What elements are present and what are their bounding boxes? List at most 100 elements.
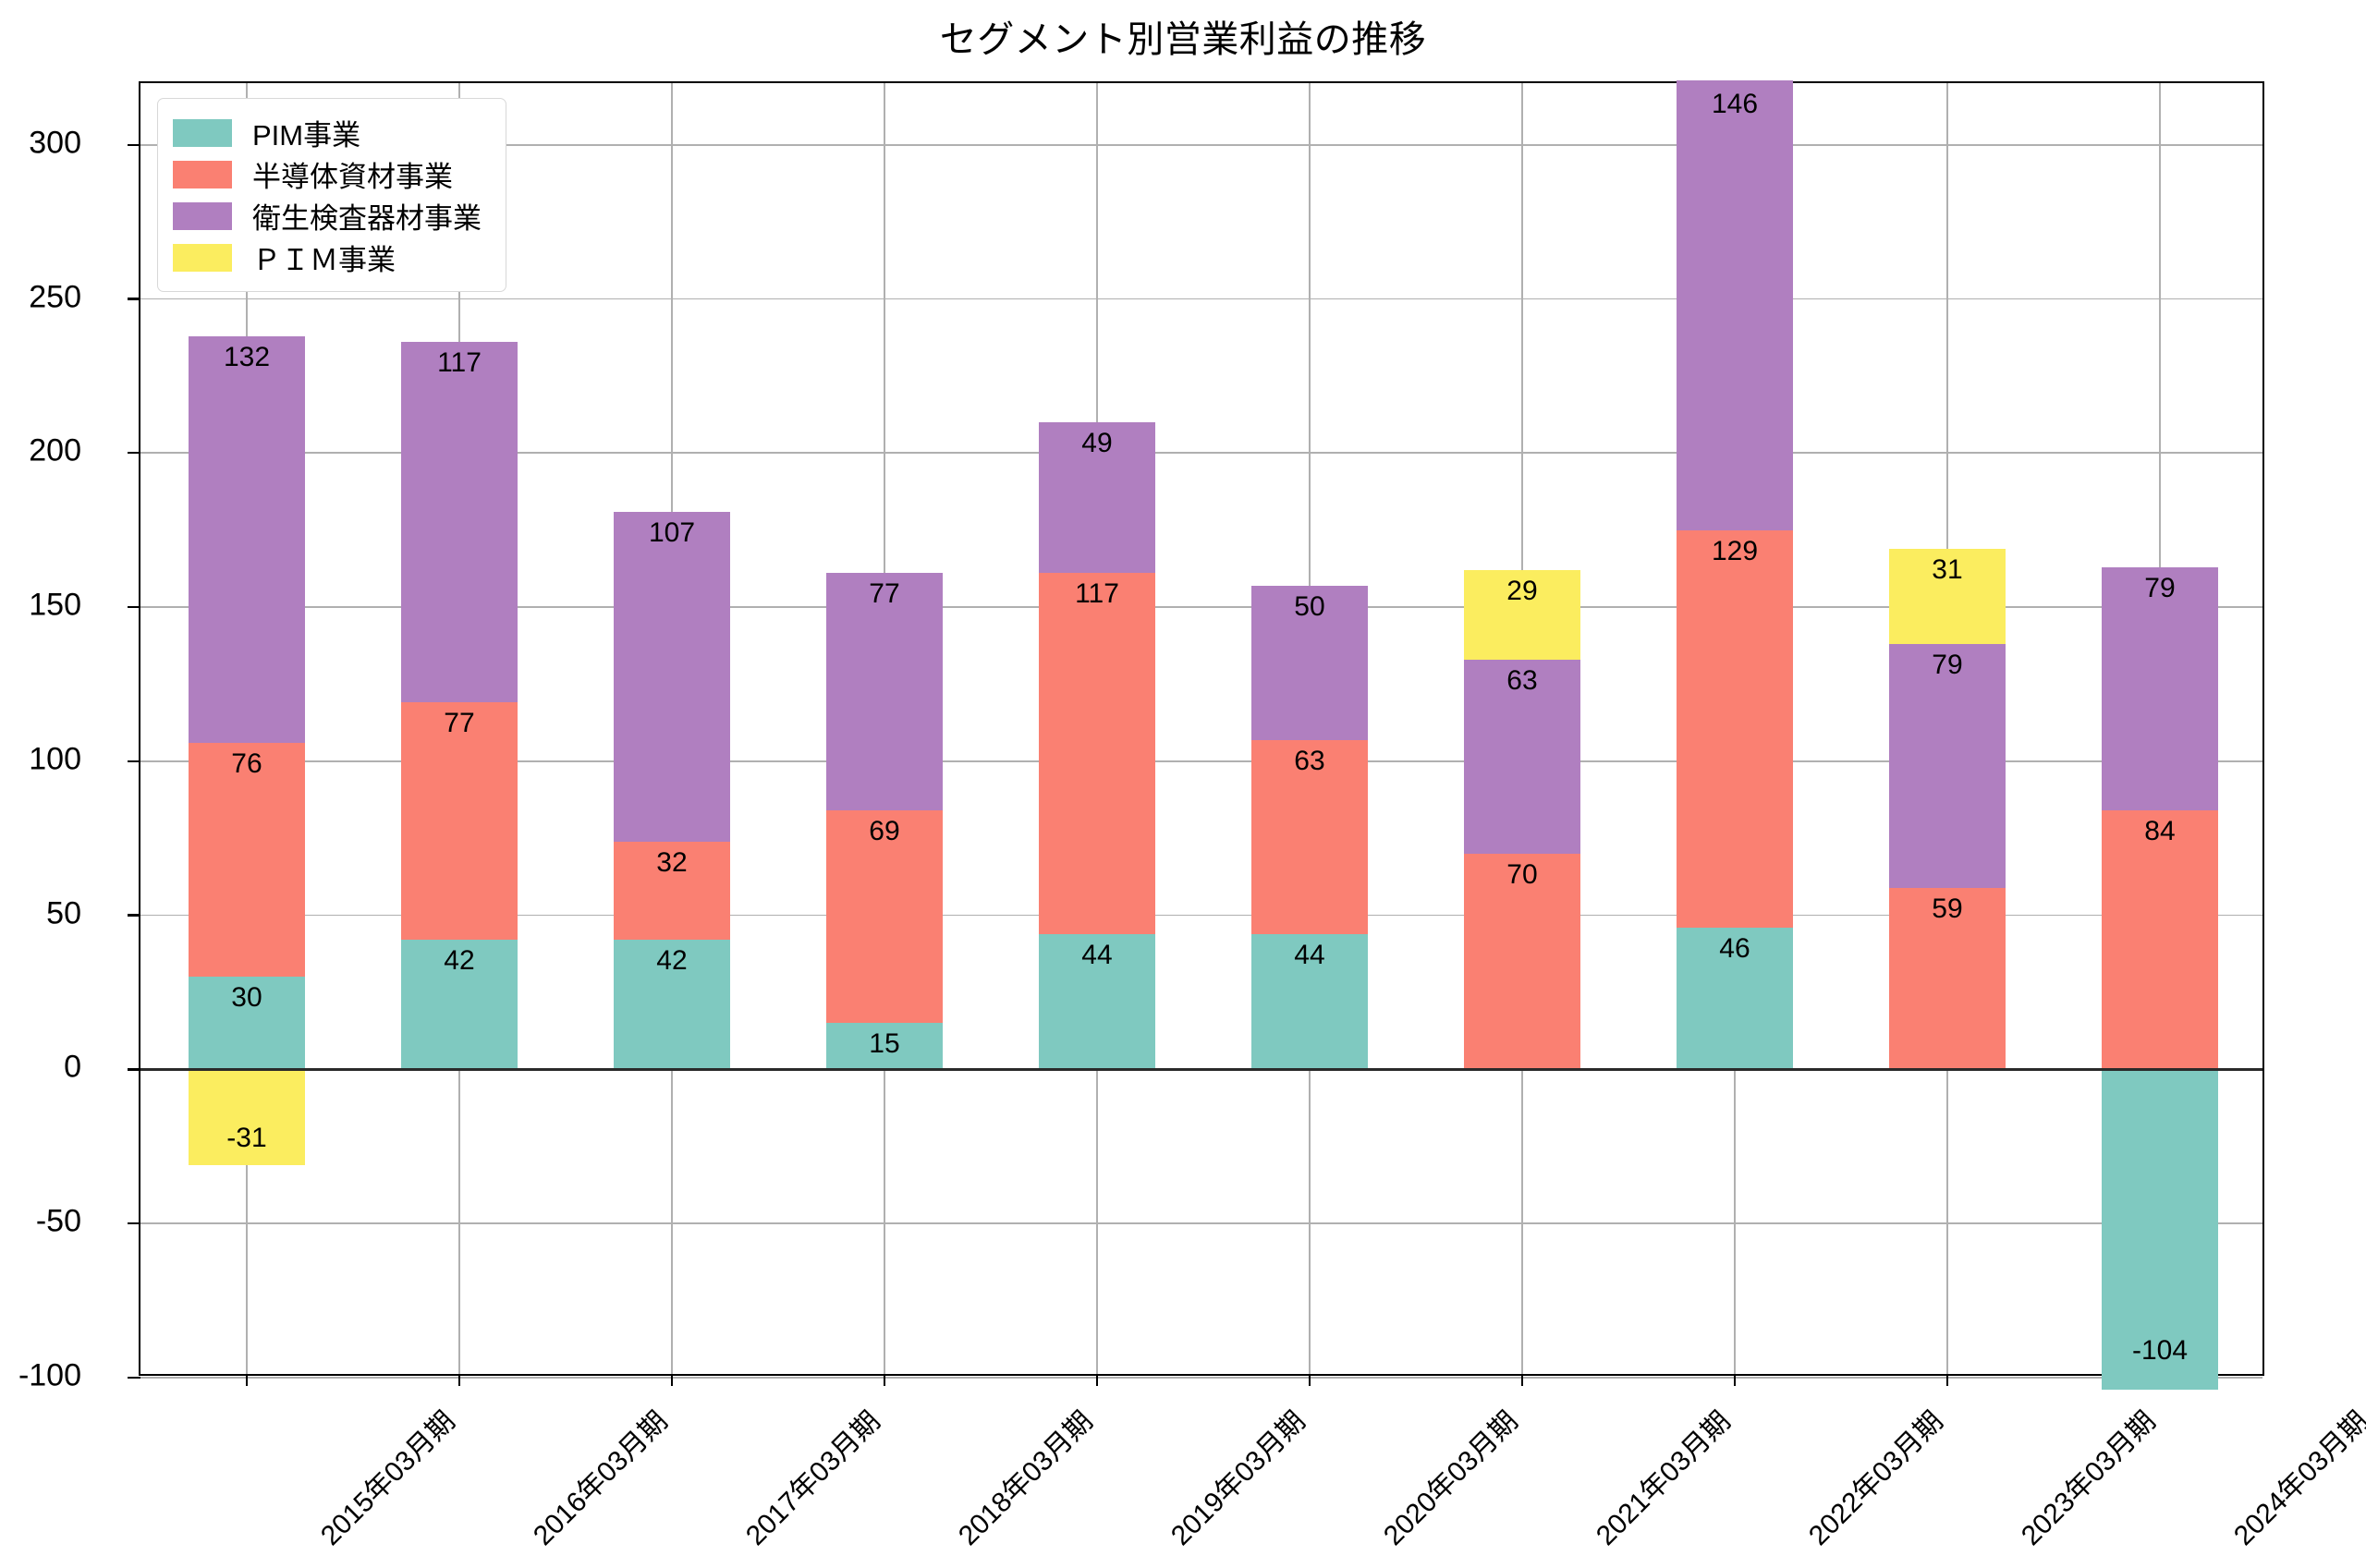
x-tick-label: 2024年03月期 [2228, 1405, 2366, 1552]
x-tick-label: 2023年03月期 [2016, 1405, 2162, 1552]
y-tick-mark [128, 1068, 140, 1071]
bar-segment[interactable] [2102, 810, 2218, 1070]
gridline-horizontal [140, 1377, 2262, 1379]
bar-segment[interactable] [401, 342, 518, 703]
bar-group[interactable]: 59 79 31 [1889, 83, 2006, 1374]
gridline-horizontal [140, 298, 2262, 300]
bar-group[interactable]: -104 84 79 [2102, 83, 2218, 1391]
bar-segment[interactable] [189, 977, 305, 1070]
plot-area: 30 76 132 -31 42 77 117 42 32 107 15 69 77 44 117 49 44 6… [128, 79, 2264, 1391]
x-tick-label: 2017年03月期 [740, 1405, 886, 1552]
bar-segment[interactable] [1889, 887, 2006, 1070]
bar-group[interactable]: 70 63 29 [1464, 83, 1580, 1374]
bar-segment[interactable] [1251, 933, 1368, 1070]
y-tick-label: 100 [29, 741, 81, 777]
gridline-horizontal [140, 914, 2262, 917]
chart-title: セグメント別営業利益の推移 [939, 19, 1427, 60]
bar-segment[interactable] [1889, 644, 2006, 888]
x-tick-label: 2021年03月期 [1591, 1405, 1737, 1552]
bar-segment[interactable] [189, 742, 305, 978]
x-tick-mark [670, 1374, 674, 1386]
bar-segment[interactable] [1039, 573, 1155, 934]
bar-segment[interactable] [614, 511, 730, 842]
y-tick-mark [128, 1222, 140, 1225]
bar-group[interactable]: 42 77 117 [401, 83, 518, 1374]
x-tick-mark [1945, 1374, 1949, 1386]
bar-group[interactable]: 42 32 107 [614, 83, 730, 1374]
bar-segment[interactable] [826, 1023, 943, 1070]
x-tick-label: 2019年03月期 [1165, 1405, 1311, 1552]
x-tick-mark [883, 1374, 886, 1386]
bar-segment[interactable] [1251, 739, 1368, 934]
bar-segment[interactable] [2102, 566, 2218, 811]
legend-color-swatch [173, 118, 232, 147]
gridline-horizontal [140, 452, 2262, 455]
legend-item[interactable]: 衛生検査器材事業 [173, 195, 482, 237]
bar-group[interactable]: 44 63 50 [1251, 83, 1368, 1374]
y-tick-label: 0 [64, 1049, 81, 1085]
bar-segment[interactable] [826, 573, 943, 811]
y-tick-label: 250 [29, 279, 81, 314]
legend-color-swatch [173, 160, 232, 188]
bar-segment[interactable] [1464, 853, 1580, 1070]
y-tick-mark [128, 760, 140, 763]
bar-segment[interactable] [1677, 529, 1793, 928]
bar-segment[interactable] [826, 810, 943, 1024]
legend-item[interactable]: PIM事業 [173, 112, 482, 153]
x-tick-mark [1520, 1374, 1524, 1386]
bar-group[interactable]: 15 69 77 [826, 83, 943, 1374]
legend-item-label: 半導体資材事業 [252, 161, 453, 193]
legend-item[interactable]: 半導体資材事業 [173, 153, 482, 195]
gridline-horizontal [140, 606, 2262, 608]
legend-item-label: PIM事業 [252, 119, 361, 152]
legend-item[interactable]: ＰＩＭ事業 [173, 237, 482, 278]
y-tick-mark [128, 298, 140, 300]
y-tick-label: 150 [29, 587, 81, 623]
y-tick-label: 300 [29, 125, 81, 161]
legend-item-label: ＰＩＭ事業 [252, 244, 396, 276]
bar-segment[interactable] [1464, 659, 1580, 854]
bar-segment[interactable] [1677, 79, 1793, 530]
y-tick-mark [128, 605, 140, 609]
y-tick-label: 50 [46, 895, 81, 931]
legend-item-label: 衛生検査器材事業 [252, 202, 482, 235]
bar-segment[interactable] [1464, 570, 1580, 660]
bar-group[interactable]: 44 117 49 [1039, 83, 1155, 1374]
bar-segment[interactable] [189, 335, 305, 743]
legend-color-swatch [173, 243, 232, 272]
bar-segment[interactable] [1889, 548, 2006, 645]
x-tick-label: 2016年03月期 [528, 1405, 674, 1552]
y-tick-mark [128, 1376, 140, 1380]
x-tick-label: 2015年03月期 [315, 1405, 461, 1552]
chart-legend: PIM事業半導体資材事業 衛生検査器材事業 ＰＩＭ事業 [157, 98, 506, 292]
bar-segment[interactable] [614, 841, 730, 941]
gridline-horizontal [140, 1222, 2262, 1224]
bar-segment[interactable] [401, 702, 518, 941]
y-tick-label: -100 [18, 1357, 81, 1393]
bar-group[interactable]: 46 129 146 [1677, 79, 1793, 1374]
y-tick-mark [128, 452, 140, 455]
x-tick-mark [1733, 1374, 1737, 1386]
x-tick-mark [457, 1374, 461, 1386]
y-tick-mark [128, 143, 140, 146]
x-tick-mark [245, 1374, 249, 1386]
bar-segment[interactable] [1039, 933, 1155, 1070]
x-tick-mark [1308, 1374, 1311, 1386]
x-tick-label: 2018年03月期 [953, 1405, 1099, 1552]
y-tick-label: -50 [35, 1203, 81, 1239]
legend-color-swatch [173, 201, 232, 230]
zero-baseline [140, 1068, 2262, 1071]
x-tick-mark [1095, 1374, 1099, 1386]
y-tick-label: 200 [29, 432, 81, 468]
bar-segment[interactable] [401, 940, 518, 1070]
bar-segment[interactable] [1251, 585, 1368, 740]
gridline-horizontal [140, 760, 2262, 762]
bar-segment[interactable] [1039, 421, 1155, 574]
bar-segment[interactable] [2102, 1069, 2218, 1391]
bar-segment[interactable] [1677, 927, 1793, 1070]
bar-segment[interactable] [189, 1069, 305, 1165]
gridline-horizontal [140, 143, 2262, 146]
bar-segment[interactable] [614, 940, 730, 1070]
y-tick-mark [128, 914, 140, 917]
